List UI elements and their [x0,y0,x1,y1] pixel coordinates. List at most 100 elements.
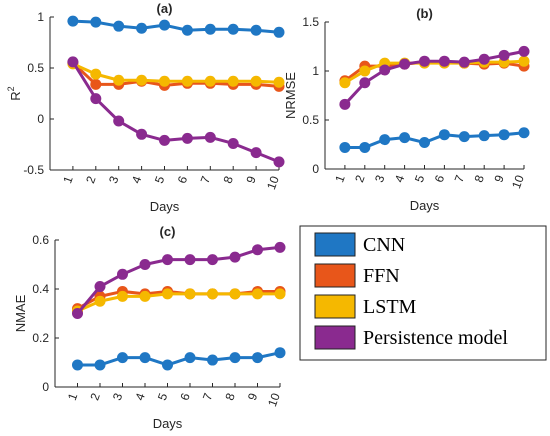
data-point-persistence-model [162,254,173,266]
data-point-cnn [159,19,170,31]
data-point-lstm [339,77,351,89]
data-point-lstm [227,75,239,87]
data-point-lstm [94,295,106,307]
data-point-persistence-model [207,254,218,266]
x-tick-label: 6 [175,174,191,185]
data-point-lstm [139,290,151,302]
x-tick-label: 4 [129,174,145,185]
data-point-cnn [162,359,173,371]
data-point-lstm [136,74,148,86]
data-point-persistence-model [67,56,79,68]
data-point-cnn [181,24,193,36]
data-point-cnn [518,127,530,139]
y-axis-label: NRMSE [283,72,298,119]
data-point-lstm [90,68,102,80]
legend-label-lstm: LSTM [363,296,417,318]
data-point-lstm [250,75,262,87]
data-point-lstm [181,75,193,87]
series-line-lstm [72,62,280,84]
y-axis-label: NMAE [13,294,28,332]
data-point-cnn [274,347,286,359]
data-point-persistence-model [229,251,241,263]
x-tick-label: 7 [198,174,214,185]
data-point-lstm [113,74,125,86]
data-point-persistence-model [273,156,285,168]
chart-title: (b) [416,6,433,21]
data-point-persistence-model [379,64,391,76]
x-tick-label: 9 [243,174,259,185]
legend-swatch-cnn [314,232,356,257]
x-tick-label: 8 [472,173,488,184]
data-point-persistence-model [518,45,530,57]
data-point-lstm [162,288,173,300]
data-point-persistence-model [113,115,125,127]
x-tick-label: 1 [332,173,348,184]
series-line-lstm [76,292,280,313]
x-tick-label: 1 [60,174,76,185]
data-point-persistence-model [72,308,83,319]
chart-3: (c) 0 0.2 0.4 0.6 1 2 3 4 5 6 7 8 9 10 Days NMAE [13,224,286,431]
data-point-cnn [438,129,450,141]
x-tick-label: 10 [265,391,283,409]
series-line-persistence-model [343,49,525,106]
data-point-persistence-model [359,77,371,89]
data-point-cnn [94,359,106,371]
x-tick-label: 7 [200,391,216,402]
x-tick-label: 2 [83,174,99,185]
data-point-persistence-model [339,98,351,110]
data-point-cnn [90,16,102,28]
data-point-cnn [498,129,510,141]
y-tick-label: 0 [312,162,319,176]
y-tick-label: 1 [37,10,44,24]
x-tick-label: 7 [452,173,468,184]
data-point-persistence-model [250,147,262,159]
x-tick-label: 3 [106,174,122,185]
data-point-cnn [72,359,83,371]
data-point-lstm [117,290,128,302]
x-tick-label: 5 [152,174,168,185]
data-point-cnn [67,15,79,27]
x-tick-label: 3 [110,391,126,402]
data-point-cnn [478,130,490,142]
series-line-persistence-model [76,245,281,315]
y-axis-label: R2 [6,86,23,100]
data-point-cnn [204,23,216,35]
y-tick-label: 1.5 [302,15,319,29]
data-point-cnn [113,20,125,32]
data-point-persistence-model [94,281,106,293]
data-point-cnn [252,352,263,364]
y-tick-label: 0.2 [32,331,49,345]
y-tick-label: 1 [312,64,319,78]
data-point-cnn [229,352,241,364]
x-tick-label: 3 [372,173,388,184]
data-point-persistence-model [478,53,490,65]
data-point-cnn [207,354,218,366]
x-tick-label: 9 [491,173,507,184]
x-tick-label: 10 [509,173,527,191]
chart-title: (a) [157,1,173,16]
x-tick-label: 6 [432,173,448,184]
data-point-lstm [159,75,170,87]
y-tick-label: -0.5 [23,163,44,177]
data-point-lstm [207,288,218,300]
data-point-persistence-model [274,241,286,253]
series-line-cnn [77,351,281,367]
data-point-persistence-model [204,131,216,143]
data-point-lstm [184,288,196,300]
data-point-lstm [518,55,530,67]
y-tick-label: 0.4 [32,282,49,296]
y-tick-label: 0.6 [32,233,49,247]
data-point-lstm [204,75,216,87]
data-point-cnn [379,134,391,146]
legend-swatch-lstm [314,294,356,319]
legend-swatch-ffn [314,263,356,288]
series-line-cnn [344,131,525,149]
legend: CNN FFN LSTM Persistence model [299,225,547,361]
data-point-persistence-model [139,259,151,270]
data-point-persistence-model [252,244,263,256]
data-point-ffn [90,78,102,90]
x-axis-label: Days [150,199,180,214]
x-tick-label: 1 [65,391,81,402]
